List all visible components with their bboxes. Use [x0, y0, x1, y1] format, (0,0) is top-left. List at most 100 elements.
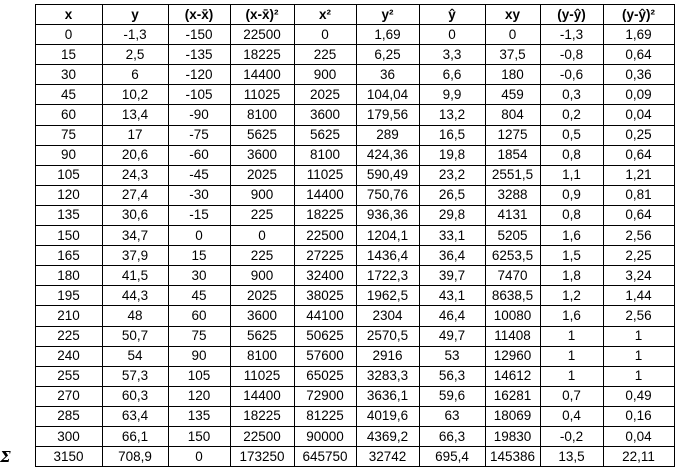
table-cell: 60 [34, 104, 103, 126]
table-cell: 27225 [293, 245, 357, 267]
table-cell: 65025 [293, 365, 357, 387]
table-cell: 44,3 [101, 285, 169, 307]
table-row: 270 60,3 120 14400 72900 3636,1 59,6 16281 0,7 0,… [0, 385, 675, 407]
table-cell: 19830 [484, 425, 541, 448]
table-cell: 3600 [293, 104, 357, 126]
table-cell: 936,36 [355, 204, 420, 227]
table-cell: 424,36 [355, 144, 420, 166]
table-cell: 135 [167, 405, 231, 427]
table-cell: 5625 [229, 325, 295, 347]
header-row: x y (x-x̄) (x-x̄)² x² y² ŷ xy (y-ŷ) (y-ŷ)² [0, 3, 675, 26]
table-cell: 49,7 [418, 325, 486, 347]
table-row: 60 13,4 -90 8100 3600 179,56 13,2 804 0,2 0,04 [0, 104, 675, 126]
row-margin [0, 266, 35, 286]
table-cell: 11025 [229, 365, 295, 387]
table-cell: 5625 [229, 124, 295, 146]
table-cell: 1 [539, 345, 604, 367]
column-header: ŷ [418, 3, 486, 26]
table-cell: 2,5 [101, 44, 169, 66]
table-cell: 16281 [484, 385, 541, 407]
table-row: 195 44,3 45 2025 38025 1962,5 43,1 8638,5 1,2 1,4… [0, 285, 675, 307]
table-cell: 2025 [293, 84, 357, 106]
table-cell: 0,4 [539, 405, 604, 427]
sum-cell: 22,11 [602, 446, 675, 467]
table-cell: 2551,5 [484, 164, 541, 186]
table-row: 300 66,1 150 22500 90000 4369,2 66,3 19830 -0,2 0… [0, 425, 675, 448]
table-cell: 14400 [229, 385, 295, 407]
table-cell: 1,44 [602, 285, 675, 307]
table-cell: 0 [484, 24, 541, 46]
table-cell: 2025 [229, 285, 295, 307]
table-cell: 37,5 [484, 44, 541, 66]
table-cell: 14612 [484, 365, 541, 387]
table-cell: -75 [167, 124, 231, 146]
table-cell: 0,64 [602, 144, 675, 166]
table-cell: 15 [167, 245, 231, 267]
column-header: (y-ŷ) [539, 3, 604, 26]
table-row: 240 54 90 8100 57600 2916 53 12960 1 1 [0, 345, 675, 367]
table-cell: 22500 [293, 225, 357, 247]
table-cell: 135 [34, 204, 103, 227]
table-row: 255 57,3 105 11025 65025 3283,3 56,3 14612 1 1 [0, 365, 675, 387]
table-cell: 1,2 [539, 285, 604, 307]
table-cell: 3600 [229, 144, 295, 166]
table-cell: 90 [34, 144, 103, 166]
table-cell: 66,3 [418, 425, 486, 448]
table-cell: 90 [167, 345, 231, 367]
table-cell: 1 [602, 345, 675, 367]
table-cell: 180 [34, 265, 103, 287]
table-cell: -120 [167, 64, 231, 86]
table-cell: 50625 [293, 325, 357, 347]
table-cell: 60,3 [101, 385, 169, 407]
table-cell: 8100 [293, 144, 357, 166]
table-row: 0 -1,3 -150 22500 0 1,69 0 0 -1,3 1,69 [0, 24, 675, 46]
table-cell: 46,4 [418, 305, 486, 327]
column-header: (x-x̄)² [229, 3, 295, 26]
table-cell: 4019,6 [355, 405, 420, 427]
table-cell: 75 [34, 124, 103, 146]
table-cell: 0,2 [539, 104, 604, 126]
table-cell: 36 [355, 64, 420, 86]
table-row: 105 24,3 -45 2025 11025 590,49 23,2 2551,5 1,1 1,… [0, 164, 675, 186]
header-blank [0, 5, 35, 25]
table-cell: 1,21 [602, 164, 675, 186]
table-cell: 13,2 [418, 104, 486, 126]
table-cell: 1,6 [539, 305, 604, 327]
table-cell: 1,69 [355, 24, 420, 46]
table-cell: 2304 [355, 305, 420, 327]
table-cell: 8638,5 [484, 285, 541, 307]
table-cell: 39,7 [418, 265, 486, 287]
table-cell: 3,3 [418, 44, 486, 66]
table-cell: 289 [355, 124, 420, 146]
table-cell: -0,6 [539, 64, 604, 86]
row-margin [0, 386, 35, 406]
table-cell: 24,3 [101, 164, 169, 186]
table-cell: 6,25 [355, 44, 420, 66]
table-row: 45 10,2 -105 11025 2025 104,04 9,9 459 0,3 0,09 [0, 84, 675, 106]
table-cell: 225 [34, 325, 103, 347]
table-cell: 10080 [484, 305, 541, 327]
column-header: x² [293, 3, 357, 26]
row-margin [0, 286, 35, 306]
table-cell: 150 [34, 225, 103, 247]
table-cell: 9,9 [418, 84, 486, 106]
table-cell: -60 [167, 144, 231, 166]
table-cell: 0,8 [539, 204, 604, 227]
table-cell: 30 [34, 64, 103, 86]
row-margin [0, 65, 35, 85]
sum-cell: 13,5 [539, 446, 604, 467]
table-cell: 0,16 [602, 405, 675, 427]
table-cell: 1204,1 [355, 225, 420, 247]
table-cell: 37,9 [101, 245, 169, 267]
table-cell: 3636,1 [355, 385, 420, 407]
column-header: x [34, 3, 103, 26]
row-margin [0, 145, 35, 165]
table-cell: 2,56 [602, 225, 675, 247]
table-cell: 900 [229, 265, 295, 287]
row-margin [0, 105, 35, 125]
table-cell: 0,49 [602, 385, 675, 407]
row-margin [0, 426, 35, 446]
table-cell: 81225 [293, 405, 357, 427]
table-cell: 10,2 [101, 84, 169, 106]
